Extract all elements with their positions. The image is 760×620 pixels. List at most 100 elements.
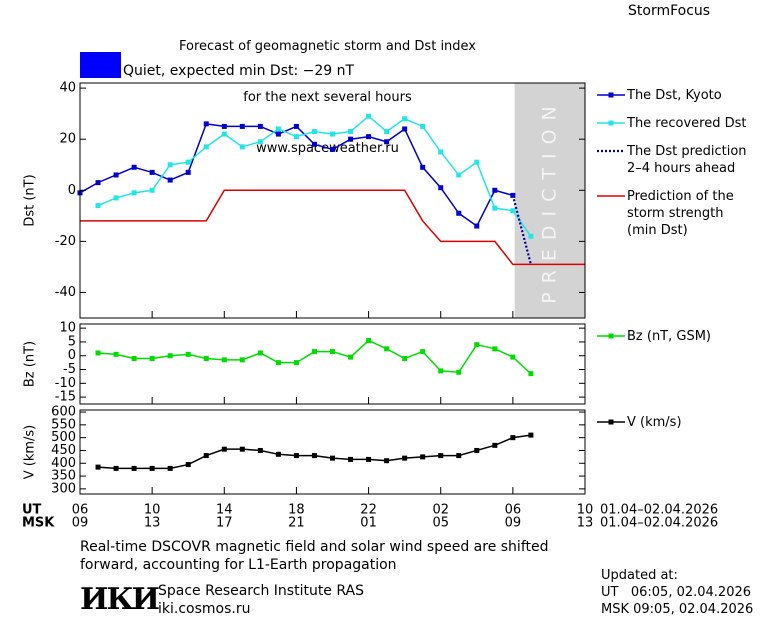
data-point xyxy=(456,369,462,375)
x-tick-label: 09 xyxy=(505,516,522,531)
data-point xyxy=(203,144,209,150)
data-point xyxy=(384,129,390,135)
data-point xyxy=(456,172,462,178)
x-tick-label: 21 xyxy=(288,516,305,531)
institute-url: iki.cosmos.ru xyxy=(158,601,251,617)
data-point xyxy=(221,446,227,452)
legend-item: The Dst, Kyoto xyxy=(595,87,747,104)
data-point xyxy=(438,149,444,155)
x-tick-label: 10 xyxy=(144,503,161,518)
data-point xyxy=(131,164,137,170)
data-point xyxy=(257,350,263,356)
data-point xyxy=(149,465,155,471)
data-point xyxy=(348,129,354,135)
data-point xyxy=(510,208,516,214)
data-point xyxy=(474,223,480,229)
data-point xyxy=(221,123,227,129)
updated-label: Updated at: xyxy=(601,568,678,583)
legend-marker xyxy=(608,92,614,98)
legend: The Dst, Kyoto The recovered Dst The Dst p… xyxy=(595,87,747,250)
data-point xyxy=(275,451,281,457)
data-point xyxy=(239,446,245,452)
x-row-label: MSK xyxy=(22,516,55,531)
y-tick-label: -15 xyxy=(55,390,76,405)
data-point xyxy=(384,346,390,352)
legend-marker xyxy=(608,120,614,126)
data-point xyxy=(257,123,263,129)
data-point xyxy=(275,131,281,137)
data-point xyxy=(131,190,137,196)
data-point xyxy=(185,169,191,175)
footer-note: Real-time DSCOVR magnetic field and sola… xyxy=(80,539,549,573)
x-tick-label: 14 xyxy=(216,503,233,518)
x-tick-label: 01 xyxy=(360,516,377,531)
data-point xyxy=(330,146,335,152)
data-point xyxy=(275,360,281,366)
legend-label: The Dst, Kyoto xyxy=(627,88,722,103)
legend: Bz (nT, GSM) xyxy=(595,328,711,356)
data-point xyxy=(330,349,335,355)
data-point xyxy=(167,177,173,183)
data-point xyxy=(384,139,390,145)
legend-label: V (km/s) xyxy=(627,415,682,430)
legend-item: Prediction of the storm strength (min Ds… xyxy=(595,188,747,239)
data-point xyxy=(239,144,245,150)
x-tick-label: 22 xyxy=(360,503,377,518)
plot-frame xyxy=(79,323,586,405)
data-point xyxy=(366,338,372,344)
legend-swatch xyxy=(597,92,625,98)
data-point xyxy=(474,159,480,165)
data-point xyxy=(366,113,372,119)
data-point xyxy=(492,187,498,193)
data-point xyxy=(293,360,299,366)
data-point xyxy=(221,131,227,137)
series-line xyxy=(79,123,514,228)
data-point xyxy=(239,357,245,363)
data-point xyxy=(149,169,155,175)
title-line: for the next several hours xyxy=(243,90,412,105)
data-point xyxy=(438,185,444,191)
data-point xyxy=(348,456,354,462)
data-point xyxy=(384,458,390,464)
data-point xyxy=(492,442,498,448)
data-point xyxy=(293,453,299,459)
x-date-label: 01.04–02.04.2026 xyxy=(600,503,718,518)
data-point xyxy=(402,126,408,132)
legend-label: Prediction of the storm strength (min Ds… xyxy=(627,189,734,238)
y-tick-label: 20 xyxy=(59,132,76,147)
series-line xyxy=(80,189,585,266)
y-tick-label: 0 xyxy=(68,183,76,198)
y-tick-label: 350 xyxy=(51,469,76,484)
y-tick-label: 500 xyxy=(51,430,76,445)
institute: Space Research Institute RAS xyxy=(158,583,364,599)
data-point xyxy=(167,353,173,359)
series-line xyxy=(97,339,532,375)
x-tick-label: 06 xyxy=(505,503,522,518)
data-point xyxy=(203,355,209,361)
data-point xyxy=(149,187,155,193)
data-point xyxy=(113,465,119,471)
x-tick-label: 05 xyxy=(432,516,449,531)
data-point xyxy=(348,136,354,142)
data-point xyxy=(185,351,191,357)
data-point xyxy=(311,349,317,355)
data-point xyxy=(402,455,408,461)
x-tick-label: 06 xyxy=(72,503,89,518)
data-point xyxy=(402,355,408,361)
legend-swatch xyxy=(597,333,625,339)
legend-label: Bz (nT, GSM) xyxy=(627,329,712,344)
data-point xyxy=(330,455,335,461)
legend-swatch xyxy=(597,195,625,197)
data-point xyxy=(420,164,426,170)
data-point xyxy=(131,355,137,361)
plot-frame xyxy=(79,82,586,319)
data-point xyxy=(510,354,516,360)
prediction-label: PREDICTION xyxy=(538,97,560,304)
legend-marker xyxy=(608,419,614,425)
legend-item: The recovered Dst xyxy=(595,115,747,132)
title-line: Forecast of geomagnetic storm and Dst in… xyxy=(178,39,477,54)
y-tick-label: 0 xyxy=(68,348,76,363)
data-point xyxy=(330,131,335,137)
data-point xyxy=(185,462,191,468)
